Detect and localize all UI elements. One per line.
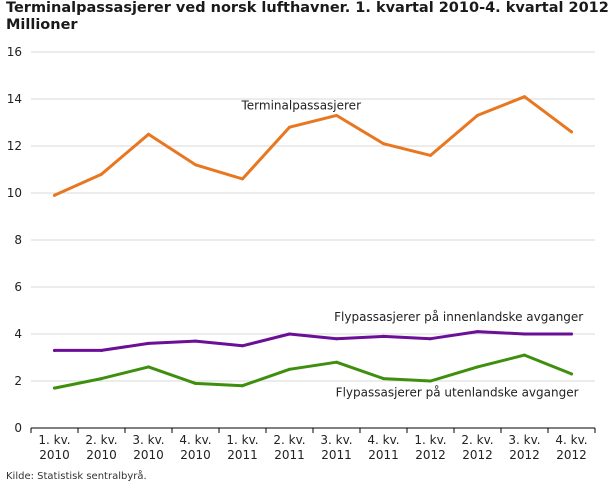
y-tick-label-16: 16 [7,45,22,59]
series-2-point-10 [523,353,526,357]
chart-title: Terminalpassasjerer ved norsk lufthavner… [6,0,610,34]
series-line-2 [53,353,573,390]
x-tick-label-7: 4. kv. 2011 [367,433,399,462]
series-1-point-3 [194,339,197,343]
series-2-point-6 [335,360,338,364]
series-0-point-6 [335,113,338,117]
x-tick-label-3: 4. kv. 2010 [179,433,211,462]
series-1-point-6 [335,337,338,341]
y-tick-label-8: 8 [14,233,22,247]
y-tick-label-14: 14 [7,92,22,106]
series-0-point-8 [429,153,432,157]
series-0-point-1 [100,172,103,176]
series-0-point-2 [147,132,150,136]
series-1-point-7 [382,334,385,338]
x-tick-label-6: 3. kv. 2011 [320,433,352,462]
series-1-point-9 [476,330,479,334]
series-0-point-4 [241,177,244,181]
y-tick-label-10: 10 [7,186,22,200]
series-2-point-3 [194,381,197,385]
series-1-point-10 [523,332,526,336]
y-tick-label-6: 6 [14,280,22,294]
series-2-point-4 [241,384,244,388]
x-tick-label-10: 3. kv. 2012 [508,433,540,462]
series-1-point-8 [429,337,432,341]
series-2-point-1 [100,377,103,381]
x-tick-label-4: 1. kv. 2011 [226,433,258,462]
series-0-point-7 [382,142,385,146]
series-2-point-11 [570,372,573,376]
series-2-point-8 [429,379,432,383]
series-label-0: Terminalpassasjerer [241,99,362,113]
series-2-point-9 [476,365,479,369]
series-1-point-2 [147,341,150,345]
series-line-1 [53,330,573,352]
series-0-point-5 [288,125,291,129]
series-line-0 [53,95,573,197]
series-2-point-5 [288,367,291,371]
series-0-point-3 [194,163,197,167]
series-label-1: Flypassasjerer på innenlandske avganger [334,310,583,324]
series-0-point-0 [53,193,56,197]
x-tick-label-11: 4. kv. 2012 [555,433,587,462]
x-tick-label-2: 3. kv. 2010 [132,433,164,462]
series-label-2: Flypassasjerer på utenlandske avganger [336,385,579,399]
x-tick-label-8: 1. kv. 2012 [414,433,446,462]
series-2-point-2 [147,365,150,369]
series-0-point-11 [570,130,573,134]
series-1-point-5 [288,332,291,336]
y-tick-label-12: 12 [7,139,22,153]
series-0-point-9 [476,113,479,117]
series-2-point-7 [382,377,385,381]
series-1-point-4 [241,344,244,348]
series-0-point-10 [523,95,526,99]
y-tick-label-4: 4 [14,327,22,341]
x-tick-label-5: 2. kv. 2011 [273,433,305,462]
series-1-point-11 [570,332,573,336]
y-tick-label-2: 2 [14,374,22,388]
series-1-point-0 [53,348,56,352]
chart-title-line-2: Millioner [6,17,78,33]
series-1-point-1 [100,348,103,352]
x-tick-label-0: 1. kv. 2010 [38,433,70,462]
x-tick-label-9: 2. kv. 2012 [461,433,493,462]
series-2-point-0 [53,386,56,390]
x-tick-label-1: 2. kv. 2010 [85,433,117,462]
y-tick-label-0: 0 [14,421,22,435]
chart-title-line-1: Terminalpassasjerer ved norsk lufthavner… [6,0,610,16]
source-note: Kilde: Statistisk sentralbyrå. [6,471,147,482]
